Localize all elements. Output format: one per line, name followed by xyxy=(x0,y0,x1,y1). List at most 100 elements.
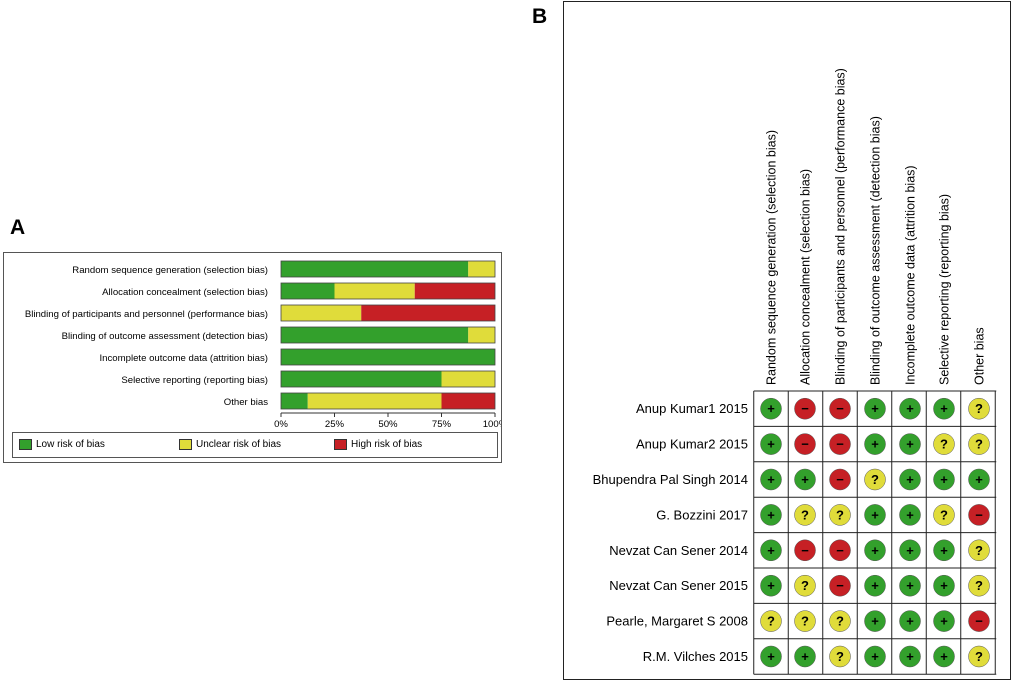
x-tick-label: 0% xyxy=(274,419,288,429)
rating-marker-low xyxy=(933,610,955,632)
column-header: Selective reporting (reporting bias) xyxy=(938,194,952,385)
x-tick-label: 50% xyxy=(378,419,398,429)
rating-marker-low xyxy=(760,539,782,562)
rating-marker-unclear xyxy=(968,574,990,597)
column-header: Random sequence generation (selection bi… xyxy=(765,130,779,385)
bar-segment-high xyxy=(414,283,495,299)
rating-marker-unclear xyxy=(794,574,816,597)
rating-symbol: − xyxy=(975,614,983,629)
rating-marker-unclear xyxy=(760,610,782,632)
rating-symbol: ? xyxy=(836,507,844,522)
rating-symbol: ? xyxy=(940,507,948,522)
rating-symbol: + xyxy=(767,578,775,593)
column-header: Blinding of outcome assessment (detectio… xyxy=(869,116,883,385)
rating-symbol: + xyxy=(801,472,809,487)
bar-segment-low xyxy=(281,393,308,409)
rating-symbol: + xyxy=(767,472,775,487)
rating-marker-low xyxy=(899,433,921,455)
rating-marker-low xyxy=(794,468,816,491)
rating-symbol: ? xyxy=(975,543,983,558)
rating-marker-low xyxy=(864,504,886,526)
rating-marker-high xyxy=(829,433,851,455)
rating-marker-low xyxy=(899,539,921,562)
rating-symbol: + xyxy=(871,437,879,452)
rating-symbol: ? xyxy=(801,507,809,522)
legend-item-low: Low risk of bias xyxy=(19,439,105,450)
bar-segment-low xyxy=(281,261,469,277)
rating-symbol: − xyxy=(836,401,844,416)
rating-symbol: + xyxy=(940,543,948,558)
rating-symbol: − xyxy=(836,543,844,558)
x-tick-label: 25% xyxy=(325,419,345,429)
rating-marker-low xyxy=(864,574,886,597)
rating-symbol: ? xyxy=(975,649,983,664)
category-label: Blinding of participants and personnel (… xyxy=(25,309,268,320)
rating-marker-low xyxy=(899,610,921,632)
rating-symbol: ? xyxy=(767,614,775,629)
rating-symbol: + xyxy=(767,507,775,522)
study-name: Pearle, Margaret S 2008 xyxy=(606,614,748,629)
rating-marker-low xyxy=(899,574,921,597)
bar-segment-low xyxy=(281,283,335,299)
rating-marker-high xyxy=(968,610,990,632)
rating-symbol: + xyxy=(906,543,914,558)
panel-label-a: A xyxy=(10,216,26,239)
rating-symbol: + xyxy=(906,437,914,452)
bar-segment-unclear xyxy=(334,283,415,299)
rating-marker-high xyxy=(794,539,816,562)
rating-marker-high xyxy=(829,574,851,597)
rating-marker-low xyxy=(899,397,921,420)
rating-marker-low xyxy=(899,645,921,668)
rating-marker-low xyxy=(968,468,990,491)
rating-symbol: + xyxy=(940,649,948,664)
study-name: Bhupendra Pal Singh 2014 xyxy=(593,472,748,487)
rating-symbol: − xyxy=(801,437,809,452)
rating-symbol: + xyxy=(767,437,775,452)
column-header: Blinding of participants and personnel (… xyxy=(834,68,848,385)
rating-symbol: + xyxy=(767,543,775,558)
rating-symbol: + xyxy=(871,578,879,593)
category-label: Blinding of outcome assessment (detectio… xyxy=(62,331,268,342)
rating-marker-high xyxy=(794,397,816,420)
category-label: Allocation concealment (selection bias) xyxy=(102,287,268,298)
rating-symbol: + xyxy=(871,614,879,629)
bar-segment-unclear xyxy=(468,261,495,277)
bar-outline xyxy=(280,348,496,366)
rating-marker-high xyxy=(829,468,851,491)
bar-segment-unclear xyxy=(307,393,442,409)
rating-symbol: ? xyxy=(836,614,844,629)
rating-symbol: − xyxy=(836,472,844,487)
study-name: R.M. Vilches 2015 xyxy=(643,649,748,664)
category-label: Incomplete outcome data (attrition bias) xyxy=(99,353,268,364)
rating-marker-unclear xyxy=(829,610,851,632)
bar-segment-low xyxy=(281,327,469,343)
rating-symbol: + xyxy=(940,614,948,629)
study-name: Nevzat Can Sener 2014 xyxy=(609,543,748,558)
column-header: Incomplete outcome data (attrition bias) xyxy=(904,165,918,385)
rating-marker-unclear xyxy=(933,433,955,455)
rating-marker-low xyxy=(933,645,955,668)
rating-symbol: ? xyxy=(836,649,844,664)
rating-symbol: + xyxy=(975,472,983,487)
bar-segment-high xyxy=(361,305,495,321)
risk-of-bias-summary-chart: Random sequence generation (selection bi… xyxy=(3,252,502,463)
bar-segment-unclear xyxy=(281,305,362,321)
x-tick-label: 100% xyxy=(483,419,501,429)
column-header: Allocation concealment (selection bias) xyxy=(799,169,813,385)
study-name: G. Bozzini 2017 xyxy=(656,507,748,522)
study-name: Anup Kumar2 2015 xyxy=(636,437,748,452)
rating-marker-unclear xyxy=(829,645,851,668)
rating-marker-high xyxy=(829,397,851,420)
x-tick-label: 75% xyxy=(432,419,452,429)
rating-symbol: + xyxy=(940,472,948,487)
rating-symbol: − xyxy=(801,543,809,558)
rating-symbol: ? xyxy=(940,437,948,452)
rating-marker-unclear xyxy=(933,504,955,526)
rating-marker-low xyxy=(864,397,886,420)
rating-marker-unclear xyxy=(968,539,990,562)
rating-marker-unclear xyxy=(968,433,990,455)
rating-symbol: − xyxy=(975,507,983,522)
rating-marker-low xyxy=(933,397,955,420)
rating-marker-low xyxy=(933,468,955,491)
rating-symbol: − xyxy=(801,401,809,416)
